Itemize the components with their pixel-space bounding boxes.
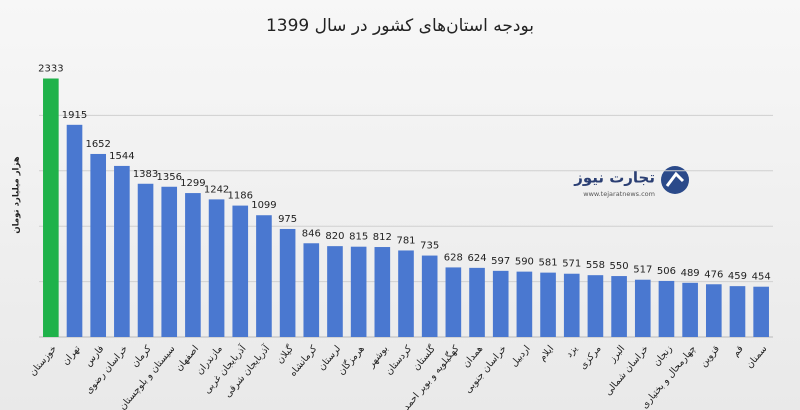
logo-arrow [665, 171, 685, 187]
value-label: 820 [325, 231, 344, 242]
bar [634, 279, 651, 337]
bar [469, 267, 485, 337]
value-label: 1544 [109, 151, 134, 162]
bar [587, 275, 604, 337]
bar [682, 282, 698, 337]
bar [161, 186, 178, 337]
bar [611, 276, 627, 337]
value-label: 815 [349, 232, 368, 243]
value-label: 781 [396, 235, 415, 246]
bar [256, 215, 272, 337]
bar [729, 286, 746, 337]
bar [185, 193, 201, 337]
value-label: 597 [491, 256, 510, 267]
bar [137, 183, 154, 337]
bar [445, 267, 462, 337]
x-tick-label: قم [730, 343, 745, 358]
value-label: 1383 [133, 169, 158, 180]
bar [753, 286, 769, 337]
value-label: 812 [373, 232, 392, 243]
logo-name: تجارت نیوز [573, 169, 655, 187]
value-label: 506 [657, 266, 676, 277]
bar [540, 272, 556, 337]
bar [303, 243, 320, 337]
bar [350, 246, 367, 337]
value-label: 1652 [85, 139, 110, 150]
value-label: 1099 [251, 200, 276, 211]
bar [658, 280, 675, 337]
bar [327, 246, 343, 337]
value-label: 846 [302, 228, 321, 239]
bar [421, 255, 438, 337]
value-label: 558 [586, 260, 605, 271]
value-label: 590 [515, 257, 534, 268]
logo: تجارت نیوز www.tejaratnews.com [573, 166, 689, 198]
value-label: 735 [420, 241, 439, 252]
value-label: 624 [467, 253, 486, 264]
value-label: 459 [728, 271, 747, 282]
bar [279, 228, 296, 337]
value-label: 476 [704, 269, 723, 280]
value-label: 2333 [38, 64, 63, 75]
bar [66, 124, 83, 338]
logo-url: www.tejaratnews.com [583, 190, 655, 198]
y-axis-label: هزار میلیارد تومان [12, 156, 22, 233]
bar [705, 284, 722, 337]
value-label: 517 [633, 265, 652, 276]
value-label: 581 [539, 258, 558, 269]
value-label: 975 [278, 214, 297, 225]
value-label: 571 [562, 259, 581, 270]
value-label: 1915 [62, 110, 87, 121]
value-label: 1186 [228, 191, 253, 202]
value-label: 489 [681, 268, 700, 279]
bar [232, 205, 249, 337]
value-label: 628 [444, 252, 463, 263]
bar [563, 273, 580, 337]
value-label: 550 [610, 261, 629, 272]
bar [208, 199, 225, 337]
value-label: 1356 [156, 172, 181, 183]
bar [516, 271, 533, 337]
bar [90, 153, 107, 337]
bar [374, 247, 391, 337]
value-label: 454 [752, 272, 771, 283]
bar [114, 165, 130, 337]
logo-icon [661, 166, 689, 194]
bar [43, 78, 59, 337]
bar [398, 250, 414, 337]
value-label: 1299 [180, 178, 205, 189]
value-label: 1242 [204, 184, 229, 195]
chart-title: بودجه استان‌های کشور در سال 1399 [266, 16, 534, 36]
bar [492, 270, 509, 337]
